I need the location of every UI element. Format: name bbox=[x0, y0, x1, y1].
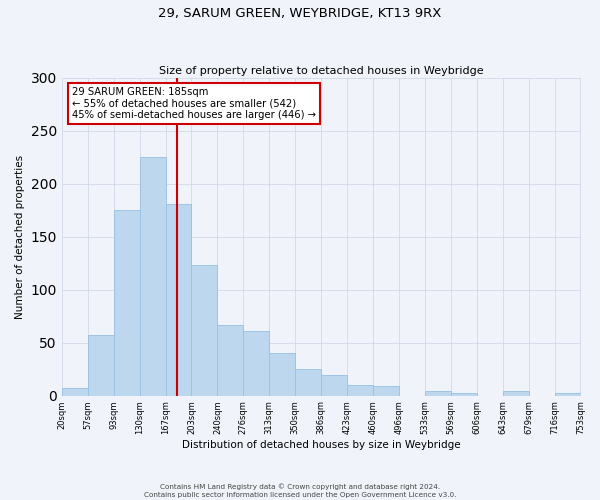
Text: Contains HM Land Registry data © Crown copyright and database right 2024.
Contai: Contains HM Land Registry data © Crown c… bbox=[144, 484, 456, 498]
Bar bbox=[451, 394, 477, 396]
Bar bbox=[295, 369, 321, 396]
Bar bbox=[244, 331, 269, 396]
Title: Size of property relative to detached houses in Weybridge: Size of property relative to detached ho… bbox=[159, 66, 484, 76]
Bar bbox=[425, 392, 451, 396]
Y-axis label: Number of detached properties: Number of detached properties bbox=[15, 154, 25, 318]
Bar bbox=[347, 385, 373, 396]
X-axis label: Distribution of detached houses by size in Weybridge: Distribution of detached houses by size … bbox=[182, 440, 460, 450]
Bar bbox=[191, 265, 217, 396]
Bar bbox=[113, 210, 140, 396]
Bar bbox=[321, 376, 347, 396]
Text: 29 SARUM GREEN: 185sqm
← 55% of detached houses are smaller (542)
45% of semi-de: 29 SARUM GREEN: 185sqm ← 55% of detached… bbox=[72, 87, 316, 120]
Text: 29, SARUM GREEN, WEYBRIDGE, KT13 9RX: 29, SARUM GREEN, WEYBRIDGE, KT13 9RX bbox=[158, 8, 442, 20]
Bar bbox=[166, 204, 191, 396]
Bar bbox=[373, 386, 399, 396]
Bar bbox=[554, 394, 581, 396]
Bar bbox=[503, 392, 529, 396]
Bar bbox=[217, 324, 244, 396]
Bar bbox=[269, 353, 295, 396]
Bar bbox=[88, 335, 113, 396]
Bar bbox=[140, 157, 166, 396]
Bar bbox=[62, 388, 88, 396]
